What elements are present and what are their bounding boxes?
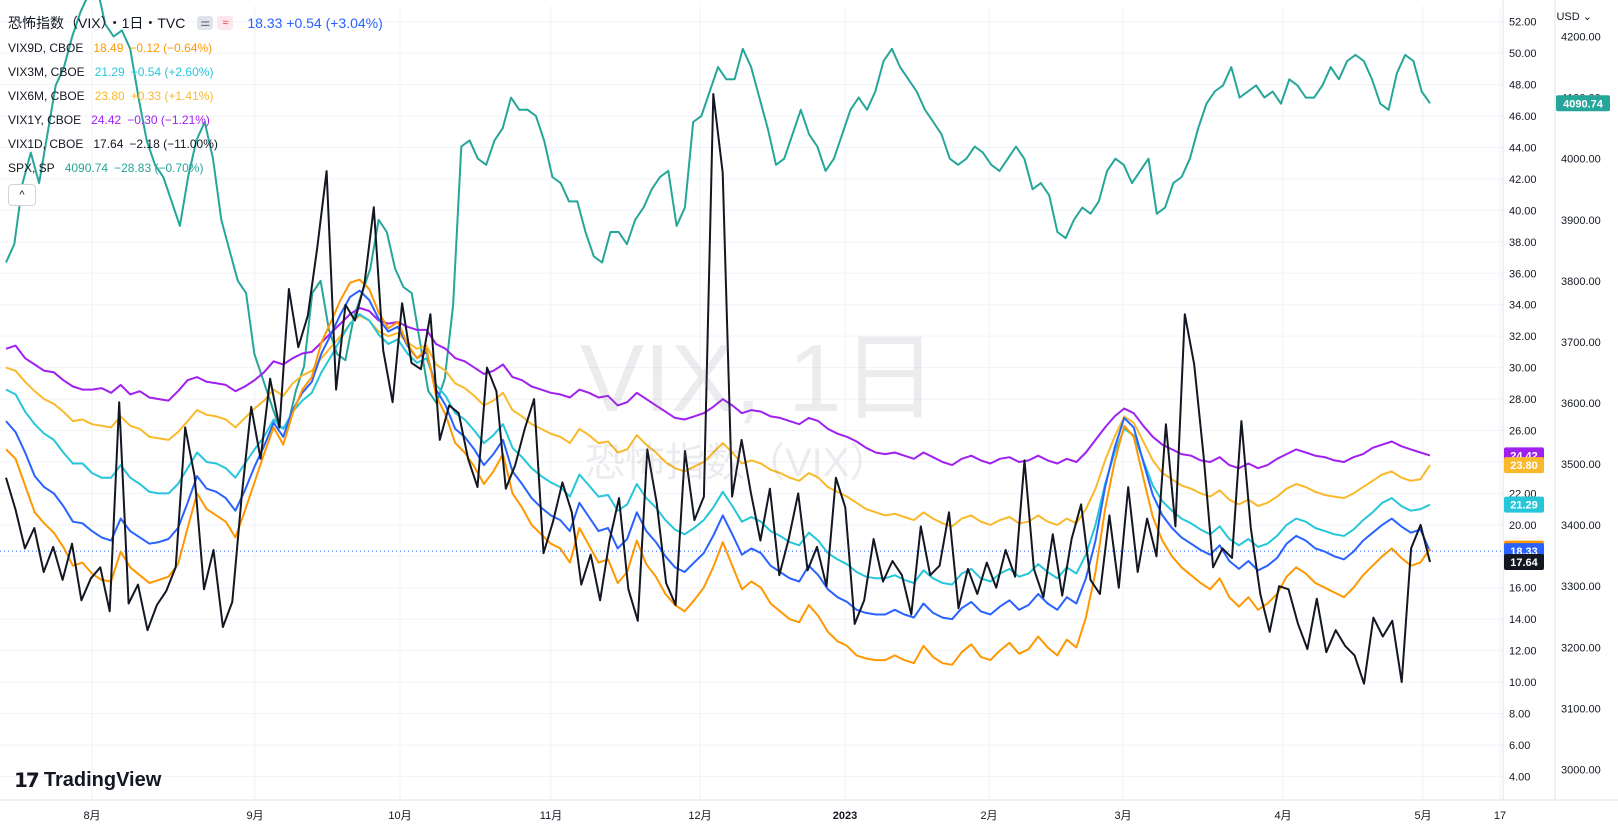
legend-series-name: VIX3M, CBOE	[8, 65, 85, 79]
left-axis-tick-label: 20.00	[1509, 520, 1537, 532]
series-line	[5, 289, 1431, 621]
main-symbol-row[interactable]: 恐怖指数（VIX）・1日・TVC ⚌ ≈ 18.33 +0.54 (+3.04%…	[8, 10, 383, 36]
legend-series-value: 4090.74	[64, 161, 109, 175]
x-axis-tick-label: 12月	[688, 810, 711, 822]
legend-row[interactable]: VIX9D, CBOE 18.49 −0.12 (−0.64%)	[8, 36, 383, 60]
x-axis-tick-label: 2月	[980, 810, 997, 822]
left-axis-tick-label: 28.00	[1509, 394, 1537, 406]
legend-series-value: 21.29	[94, 65, 125, 79]
left-axis-tick-label: 52.00	[1509, 17, 1537, 29]
legend-row[interactable]: SPX, SP 4090.74 −28.83 (−0.70%)	[8, 156, 383, 180]
left-axis-tick-label: 44.00	[1509, 143, 1537, 155]
left-axis-tick-label: 16.00	[1509, 583, 1537, 595]
hide-icon[interactable]: ⚌	[197, 16, 214, 30]
left-axis-tick-label: 40.00	[1509, 205, 1537, 217]
x-axis-tick-label: 3月	[1114, 810, 1131, 822]
left-axis-tick-label: 8.00	[1509, 709, 1530, 721]
left-axis-tick-label: 36.00	[1509, 268, 1537, 280]
legend-series-change: +0.33 (+1.41%)	[130, 89, 214, 103]
right-axis-tick-label: 3000.00	[1561, 764, 1601, 776]
right-axis-tick-label: 3100.00	[1561, 703, 1601, 715]
left-axis-tick-label: 38.00	[1509, 237, 1537, 249]
left-axis-tick-label: 12.00	[1509, 646, 1537, 658]
x-axis-tick-label: 2023	[833, 810, 857, 822]
currency-label: USD	[1556, 11, 1580, 23]
legend-series-change: +0.54 (+2.60%)	[130, 65, 214, 79]
x-axis-tick-label: 17	[1494, 810, 1506, 822]
series-line	[5, 0, 1431, 429]
legend-series-change: −28.83 (−0.70%)	[114, 161, 204, 175]
x-axis-tick-label: 4月	[1274, 810, 1291, 822]
right-axis-tick-label: 3300.00	[1561, 581, 1601, 593]
chevron-down-icon: ⌄	[1582, 11, 1592, 23]
legend-panel: 恐怖指数（VIX）・1日・TVC ⚌ ≈ 18.33 +0.54 (+3.04%…	[8, 10, 383, 206]
tradingview-brand-text: TradingView	[43, 769, 162, 791]
left-axis-tick-label: 26.00	[1509, 426, 1537, 438]
collapse-legend-button[interactable]: ^	[8, 184, 36, 206]
right-axis-tick-label: 3200.00	[1561, 642, 1601, 654]
x-axis-tick-label: 11月	[540, 810, 562, 822]
right-axis-tick-label: 3500.00	[1561, 459, 1601, 471]
legend-series-change: −0.30 (−1.21%)	[127, 113, 210, 127]
main-symbol-title: 恐怖指数（VIX）・1日・TVC	[8, 15, 186, 31]
left-axis-tick-label: 4.00	[1509, 771, 1530, 783]
right-axis-tick-label: 3600.00	[1561, 398, 1601, 410]
left-axis-tick-label: 30.00	[1509, 363, 1537, 375]
legend-series-value: 23.80	[94, 89, 125, 103]
tradingview-logo-icon: 𝟭𝟳	[14, 770, 40, 792]
left-axis-tick-label: 34.00	[1509, 300, 1537, 312]
last-price-label: 4090.74	[1563, 98, 1604, 110]
legend-row[interactable]: VIX3M, CBOE 21.29 +0.54 (+2.60%)	[8, 60, 383, 84]
legend-row[interactable]: VIX1Y, CBOE 24.42 −0.30 (−1.21%)	[8, 108, 383, 132]
x-axis-tick-label: 8月	[83, 810, 100, 822]
x-axis-tick-label: 10月	[388, 810, 411, 822]
series-line	[5, 93, 1431, 685]
x-axis-tick-label: 5月	[1414, 810, 1431, 822]
legend-series-name: VIX6M, CBOE	[8, 89, 85, 103]
legend-series-value: 24.42	[91, 113, 122, 127]
legend-series-change: −2.18 (−11.00%)	[129, 137, 218, 151]
main-symbol-values: 18.33 +0.54 (+3.04%)	[247, 15, 383, 31]
right-axis-tick-label: 3900.00	[1561, 215, 1601, 227]
last-price-label: 17.64	[1510, 557, 1538, 569]
compare-icon[interactable]: ≈	[217, 16, 234, 30]
left-axis-tick-label: 32.00	[1509, 331, 1537, 343]
left-axis-tick-label: 10.00	[1509, 677, 1537, 689]
left-axis-tick-label: 48.00	[1509, 80, 1537, 92]
right-axis-tick-label: 3700.00	[1561, 337, 1601, 349]
right-axis-tick-label: 3800.00	[1561, 276, 1601, 288]
currency-selector[interactable]: USD ⌄	[1556, 10, 1592, 23]
left-axis-tick-label: 14.00	[1509, 614, 1537, 626]
legend-series-name: VIX1D, CBOE	[8, 137, 84, 151]
left-axis-tick-label: 50.00	[1509, 48, 1537, 60]
last-price-label: 21.29	[1510, 500, 1538, 512]
legend-series-change: −0.12 (−0.64%)	[129, 41, 213, 55]
left-axis-tick-label: 42.00	[1509, 174, 1537, 186]
last-price-label: 23.80	[1510, 460, 1538, 472]
legend-series-name: VIX1Y, CBOE	[8, 113, 82, 127]
right-axis-tick-label: 4200.00	[1561, 32, 1601, 44]
right-axis-tick-label: 4000.00	[1561, 154, 1601, 166]
left-axis-tick-label: 6.00	[1509, 740, 1530, 752]
series-line	[5, 313, 1431, 586]
legend-row[interactable]: VIX6M, CBOE 23.80 +0.33 (+1.41%)	[8, 84, 383, 108]
last-price-label-bg	[1556, 95, 1610, 112]
left-axis-tick-label: 46.00	[1509, 111, 1537, 123]
legend-series-name: VIX9D, CBOE	[8, 41, 84, 55]
chevron-up-icon: ^	[19, 189, 25, 201]
x-axis-tick-label: 9月	[246, 810, 263, 822]
series-line	[5, 306, 1431, 470]
series-line	[5, 278, 1431, 666]
legend-series-value: 18.49	[93, 41, 124, 55]
series-line	[5, 314, 1431, 528]
last-price-label-bg	[1504, 553, 1544, 570]
last-price-label-bg	[1504, 496, 1544, 513]
right-axis-tick-label: 3400.00	[1561, 520, 1601, 532]
last-price-label-bg	[1504, 457, 1544, 474]
legend-row[interactable]: VIX1D, CBOE 17.64 −2.18 (−11.00%)	[8, 132, 383, 156]
legend-series-name: SPX, SP	[8, 161, 55, 175]
tradingview-logo[interactable]: 𝟭𝟳 TradingView	[14, 768, 161, 793]
legend-series-value: 17.64	[93, 137, 124, 151]
